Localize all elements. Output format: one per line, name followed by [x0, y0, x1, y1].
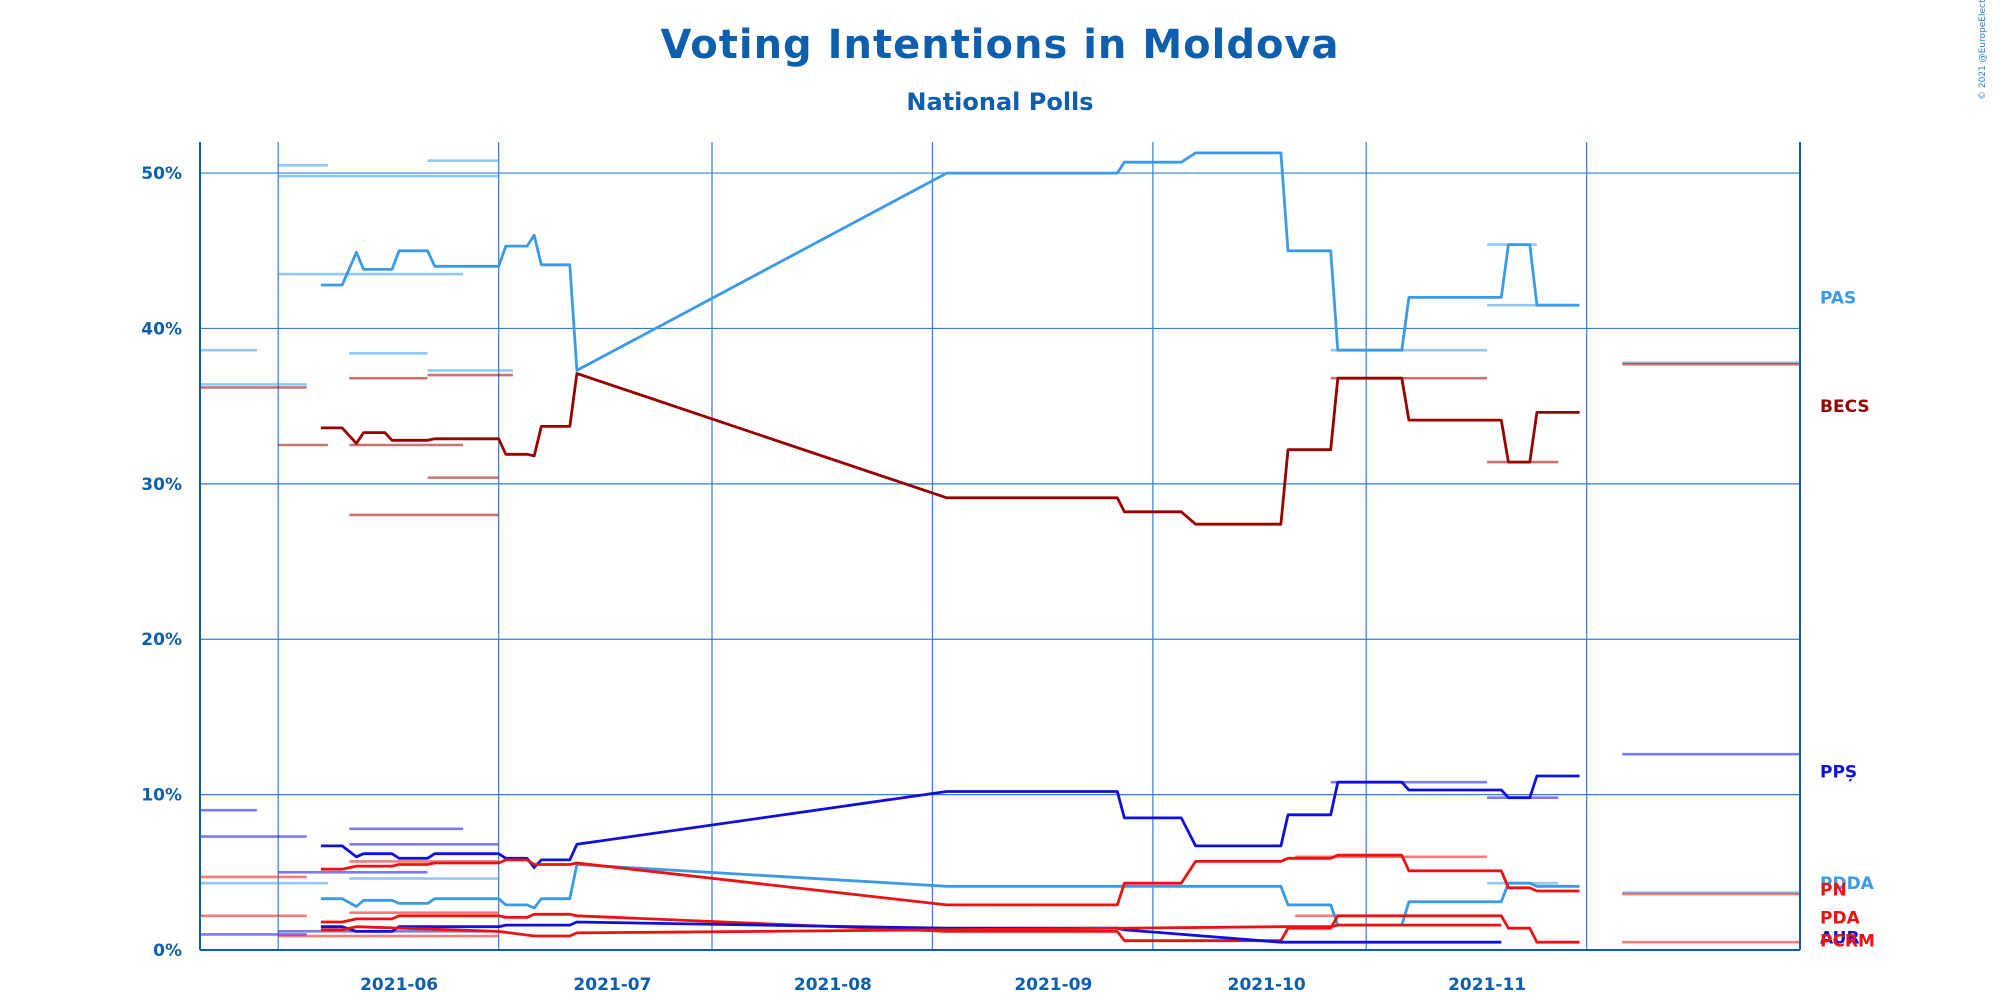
chart-subtitle: National Polls	[906, 88, 1094, 116]
x-axis-ticks: 2021-06 2021-07 2021-08 2021-09 2021-10 2021-…	[360, 975, 1526, 995]
x-tick-label: 2021-11	[1448, 975, 1526, 995]
series-label-pdda: PDDA	[1820, 874, 1875, 894]
series-label-pcrm: PCRM	[1820, 932, 1875, 952]
x-tick-label: 2021-10	[1228, 975, 1306, 995]
y-tick-label: 20%	[141, 630, 182, 650]
trend-line-pcrm	[320, 923, 1502, 938]
y-tick-label: 40%	[141, 319, 182, 339]
axes	[199, 142, 1801, 951]
trend-lines	[320, 151, 1580, 944]
series-label-aur: AUR	[1820, 929, 1860, 949]
series-label-pn: PN	[1820, 880, 1847, 900]
x-tick-label: 2021-09	[1014, 975, 1092, 995]
trend-line-pn	[320, 853, 1580, 907]
series-label-pas: PAS	[1820, 288, 1856, 308]
trend-line-pda	[320, 912, 1580, 944]
y-tick-label: 50%	[141, 164, 182, 184]
poll-markers	[200, 159, 1800, 944]
y-axis-ticks: 0% 10% 20% 30% 40% 50%	[141, 164, 182, 961]
x-tick-label: 2021-08	[794, 975, 872, 995]
y-tick-label: 0%	[153, 941, 182, 961]
series-label-pda: PDA	[1820, 908, 1861, 928]
x-tick-label: 2021-07	[573, 975, 651, 995]
x-tick-label: 2021-06	[360, 975, 438, 995]
chart-title: Voting Intentions in Moldova	[660, 22, 1340, 68]
trend-line-pas	[320, 151, 1580, 372]
trend-line-becs	[320, 372, 1580, 526]
grid-lines	[200, 142, 1800, 950]
y-tick-label: 10%	[141, 786, 182, 806]
y-tick-label: 30%	[141, 475, 182, 495]
series-label-becs: BECS	[1820, 397, 1870, 417]
trend-line-pps	[320, 774, 1580, 869]
trend-line-pdda	[320, 863, 1580, 927]
series-label-pps: PPȘ	[1820, 762, 1857, 782]
